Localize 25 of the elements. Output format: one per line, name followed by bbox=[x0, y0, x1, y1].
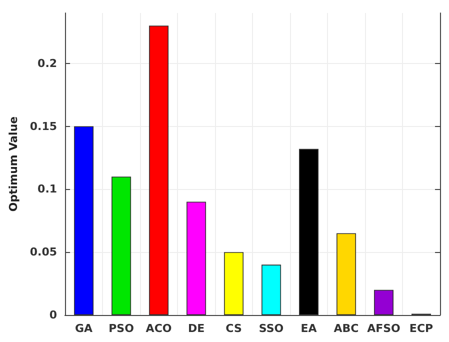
bar bbox=[374, 290, 394, 315]
x-tick-label: ECP bbox=[409, 322, 434, 335]
y-tick-label: 0.2 bbox=[38, 56, 58, 70]
bar bbox=[224, 252, 244, 315]
y-tick-label: 0.1 bbox=[38, 182, 58, 196]
x-tick-label: SSO bbox=[258, 322, 284, 335]
x-tick-label: GA bbox=[75, 322, 94, 335]
y-tick-label: 0.15 bbox=[30, 120, 58, 133]
bar bbox=[299, 148, 319, 315]
bar bbox=[186, 202, 206, 315]
bar bbox=[74, 126, 94, 315]
x-tick-label: AFSO bbox=[367, 322, 400, 335]
x-tick-label: DE bbox=[188, 322, 205, 335]
x-tick-label: EA bbox=[300, 322, 318, 335]
y-tick-label: 0 bbox=[49, 308, 58, 322]
x-tick-label: ACO bbox=[146, 322, 172, 335]
x-tick-label: CS bbox=[226, 322, 242, 335]
bar bbox=[149, 26, 169, 315]
bar bbox=[112, 176, 132, 315]
bar bbox=[262, 264, 282, 315]
y-tick-label: 0.05 bbox=[30, 246, 58, 259]
y-axis-title: Optimum Value bbox=[7, 116, 20, 212]
x-tick-label: PSO bbox=[108, 322, 134, 335]
bar bbox=[336, 233, 356, 315]
x-tick-label: ABC bbox=[334, 322, 359, 335]
